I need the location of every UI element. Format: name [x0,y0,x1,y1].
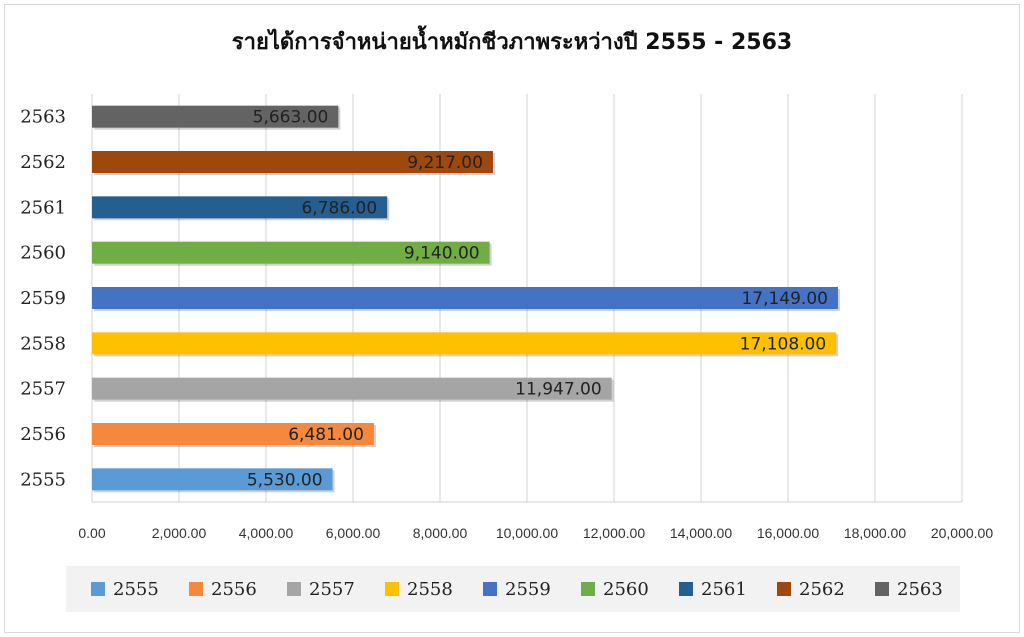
legend-item-2556: 2556 [189,566,257,612]
legend-swatch [679,582,693,596]
y-category-label: 2556 [20,424,66,445]
x-tick-label: 0.00 [78,525,105,541]
x-tick-label: 2,000.00 [152,525,207,541]
legend-label: 2558 [407,578,453,600]
legend-label: 2555 [113,578,159,600]
data-label-2563: 5,663.00 [253,108,329,128]
legend-swatch [875,582,889,596]
legend-swatch [385,582,399,596]
x-tick-label: 8,000.00 [413,525,468,541]
x-tick-label: 6,000.00 [326,525,381,541]
data-label-2555: 5,530.00 [247,470,323,490]
bar-2557 [92,377,612,400]
legend-item-2562: 2562 [777,566,845,612]
legend-swatch [483,582,497,596]
legend-label: 2561 [701,578,747,600]
bar-2555 [92,468,333,491]
bar-2562 [92,151,493,173]
bar-2561 [92,196,388,219]
y-category-label: 2559 [20,288,66,309]
legend-item-2560: 2560 [581,566,649,612]
x-tick-label: 18,000.00 [844,525,906,541]
y-category-label: 2558 [20,333,66,354]
legend-item-2557: 2557 [287,566,355,612]
legend-item-2559: 2559 [483,566,551,612]
data-label-2562: 9,217.00 [407,153,483,173]
bar-2556 [92,423,374,445]
y-category-label: 2561 [20,197,66,218]
legend-label: 2559 [505,578,551,600]
data-label-2557: 11,947.00 [515,380,602,400]
chart-title: รายได้การจำหน่ายน้ำหมักชีวภาพระหว่างปี 2… [231,30,793,55]
data-label-2559: 17,149.00 [741,289,828,309]
legend-label: 2563 [897,578,943,600]
legend-item-2563: 2563 [875,566,943,612]
legend-swatch [777,582,791,596]
x-tick-label: 10,000.00 [496,525,558,541]
bar-2560 [92,241,490,264]
data-label-2558: 17,108.00 [740,334,827,354]
x-tick-label: 12,000.00 [583,525,645,541]
data-label-2561: 6,786.00 [301,198,377,218]
legend-swatch [189,582,203,596]
data-label-2560: 9,140.00 [404,244,480,264]
legend-item-2561: 2561 [679,566,747,612]
legend-swatch [581,582,595,596]
chart-legend: 2555 2556 2557 2558 2559 2560 2561 2562 2563 [66,566,960,612]
legend-label: 2557 [309,578,355,600]
y-category-label: 2555 [20,469,66,490]
data-label-2556: 6,481.00 [288,425,364,445]
x-tick-label: 20,000.00 [931,525,993,541]
legend-label: 2556 [211,578,257,600]
y-category-label: 2562 [20,152,66,173]
legend-item-2558: 2558 [385,566,453,612]
y-category-label: 2557 [20,379,66,400]
legend-swatch [287,582,301,596]
bar-2558 [92,332,837,355]
legend-item-2555: 2555 [91,566,159,612]
x-tick-label: 16,000.00 [757,525,819,541]
legend-swatch [91,582,105,596]
y-category-label: 2560 [20,243,66,264]
legend-label: 2560 [603,578,649,600]
bar-2563 [92,105,339,128]
x-tick-label: 14,000.00 [670,525,732,541]
y-category-label: 2563 [20,107,66,128]
bar-2559 [92,287,838,309]
legend-label: 2562 [799,578,845,600]
x-tick-label: 4,000.00 [239,525,294,541]
